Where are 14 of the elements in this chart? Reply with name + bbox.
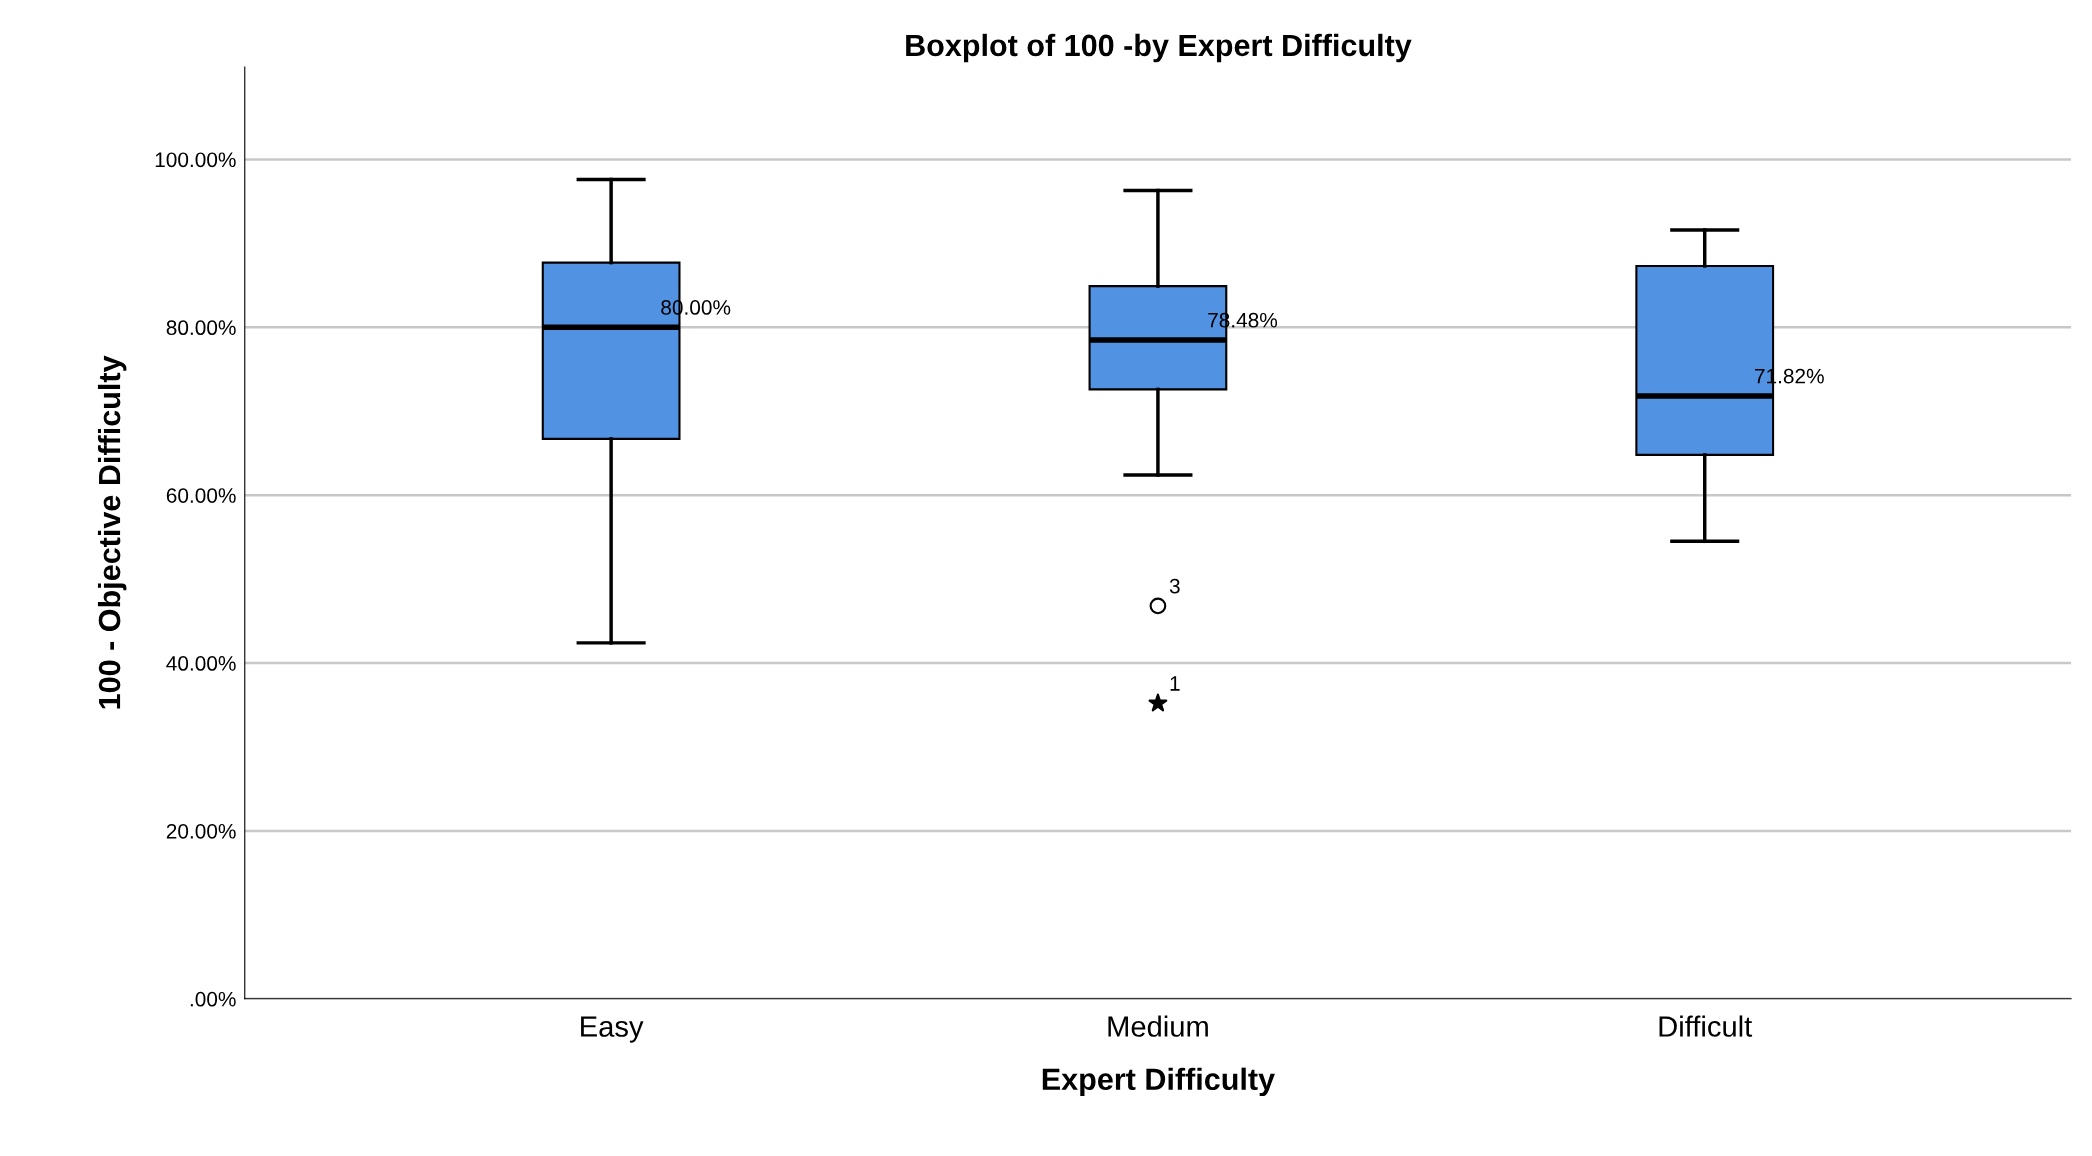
x-axis-title: Expert Difficulty	[1042, 1067, 1275, 1097]
y-axis-title: 100 - Objective Difficulty	[97, 355, 127, 709]
y-tick-label: 60.00%	[166, 488, 236, 503]
annotation: 1	[1170, 676, 1180, 691]
y-tick-label: 100.00%	[155, 152, 236, 168]
x-tick-label: Medium	[1108, 1015, 1208, 1037]
y-tick-label: 40.00%	[166, 656, 236, 671]
chart-title: Boxplot of 100 -by Expert Difficulty	[906, 33, 1412, 63]
annotation: 3	[1169, 578, 1180, 594]
y-tick-label: .00%	[190, 991, 236, 1007]
x-tick-label: Easy	[581, 1016, 644, 1043]
x-tick-label: Difficult	[1659, 1015, 1753, 1037]
y-tick-label: 20.00%	[166, 823, 236, 839]
y-tick-label: 80.00%	[166, 320, 236, 336]
